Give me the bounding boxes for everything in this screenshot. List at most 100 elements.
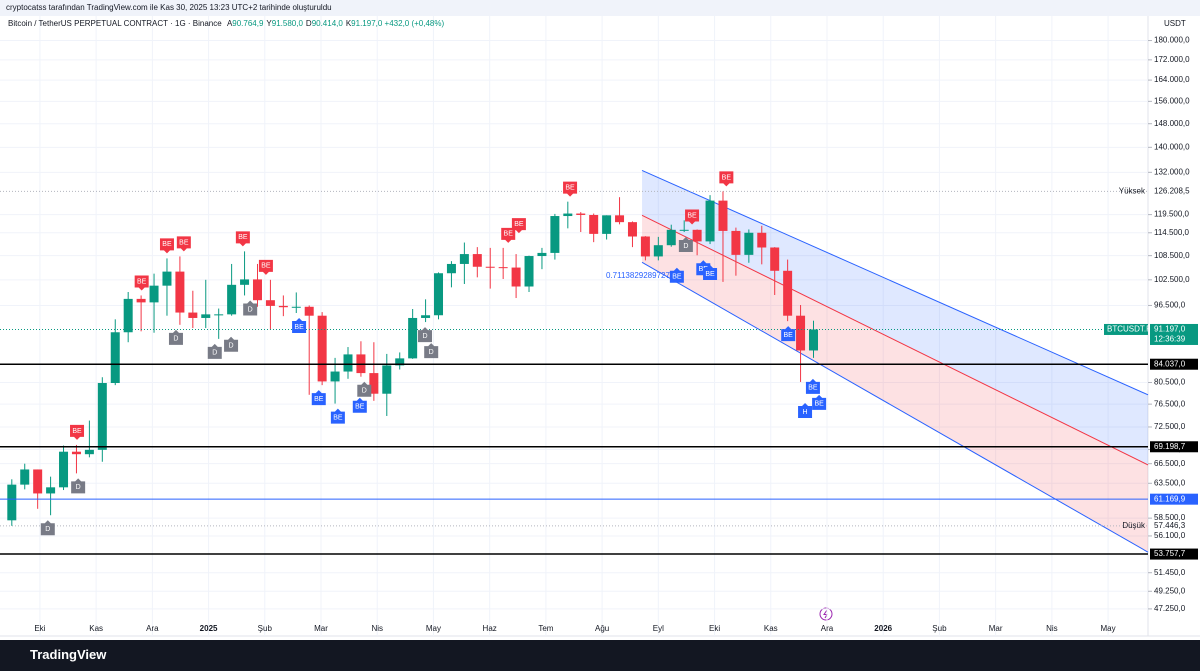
ohlc-key: D <box>305 19 312 28</box>
level-tag <box>1150 548 1198 560</box>
y-tick-label: 172.000,0 <box>1154 55 1190 64</box>
candle-body <box>485 266 495 268</box>
signal-box <box>243 300 258 316</box>
y-tick-label: 58.500,0 <box>1154 513 1186 522</box>
x-tick-label: Mar <box>314 624 328 633</box>
signal-label: BE <box>179 239 189 246</box>
signal-box <box>292 318 307 334</box>
candle-body <box>46 487 56 494</box>
signal-box <box>168 329 183 345</box>
signal-box <box>71 478 86 494</box>
channel-label: 0.7113829289727281 <box>606 271 684 280</box>
y-tick-label: 80.500,0 <box>1154 378 1186 387</box>
x-tick-label: Ağu <box>595 624 609 633</box>
signal-box <box>424 343 439 359</box>
x-tick-label: Mar <box>989 624 1003 633</box>
signal-label: BE <box>705 271 715 278</box>
candle-body <box>240 279 250 285</box>
ohlc-value: 90.764,9 <box>232 19 264 28</box>
x-tick-label: Eki <box>34 624 45 633</box>
candle-body <box>201 314 211 318</box>
candle-body <box>7 484 17 521</box>
channel-line <box>641 214 1149 466</box>
x-tick-label: Nis <box>1046 624 1058 633</box>
ohlc-key: A <box>226 19 233 28</box>
signal-box <box>159 238 174 254</box>
channel-fill-lower <box>642 215 1148 553</box>
candle-body <box>744 232 754 255</box>
candle-body <box>278 305 288 308</box>
event-icon <box>819 607 833 621</box>
ohlc-value: 91.580,0 <box>271 19 303 28</box>
y-tick-label: 66.500,0 <box>1154 459 1186 468</box>
x-tick-label: Eyl <box>653 624 664 633</box>
candle-body <box>123 298 133 333</box>
ohlc: A90.764,9 Y91.580,0 D90.414,0 K91.197,0 <box>224 19 382 28</box>
candle-body <box>252 279 262 301</box>
y-tick-label: 114.500,0 <box>1154 228 1190 237</box>
y-tick-label: 164.000,0 <box>1154 75 1190 84</box>
candle-body <box>408 317 418 359</box>
extreme-label: 57.446,3 <box>1154 521 1186 530</box>
candle-body <box>59 451 69 488</box>
ohlc-key: Y <box>266 19 272 28</box>
candle-body <box>666 229 676 246</box>
attribution: cryptocatss tarafından TradingView.com i… <box>6 3 332 12</box>
y-tick-label: 96.500,0 <box>1154 301 1186 310</box>
signal-label: BE <box>162 241 172 248</box>
channel-fill-upper <box>642 170 1148 465</box>
y-tick-label: 108.500,0 <box>1154 251 1190 260</box>
candle-body <box>796 315 806 351</box>
candle-body <box>705 200 715 242</box>
chart: USDT 180.000,0 172.000,0 164.000,0 156.000,… <box>0 16 1200 637</box>
x-tick-label: May <box>1101 624 1116 633</box>
x-tick-label: Ara <box>146 624 159 633</box>
x-tick-label: Eki <box>709 624 720 633</box>
signal-box <box>418 327 433 343</box>
signal-label: BE <box>294 324 304 331</box>
y-tick-label: 102.500,0 <box>1154 275 1190 284</box>
level-tag <box>1150 493 1198 505</box>
signal-label: D <box>229 343 234 350</box>
y-tick-label: 49.250,0 <box>1154 586 1186 595</box>
candle-body <box>265 300 275 306</box>
candle-body <box>679 229 689 231</box>
candle-body <box>149 285 159 303</box>
last-price-label: 91.197,0 <box>1154 325 1186 334</box>
y-tick-label: 180.000,0 <box>1154 36 1190 45</box>
signal-box <box>134 275 149 291</box>
x-tick-label: Haz <box>483 624 497 633</box>
y-tick-label: 51.450,0 <box>1154 568 1186 577</box>
x-tick-label: Ara <box>821 624 834 633</box>
candle-body <box>692 229 702 242</box>
ohlc-value: 91.197,0 <box>351 19 383 28</box>
x-tick-label: 2025 <box>200 624 218 633</box>
signal-label: BE <box>72 428 82 435</box>
signal-label: BE <box>722 174 732 181</box>
signal-label: BE <box>333 414 343 421</box>
candle-body <box>33 469 43 494</box>
change: +432,0 (+0,48%) <box>384 19 445 28</box>
candle-body <box>369 373 379 394</box>
signal-box <box>224 336 239 352</box>
channel-line <box>641 261 1149 553</box>
candle-body <box>162 271 172 286</box>
level-tag <box>1150 441 1198 453</box>
symbol: Bitcoin / TetherUS PERPETUAL CONTRACT · … <box>8 19 222 28</box>
signal-label: BE <box>314 396 324 403</box>
x-tick-label: Nis <box>371 624 383 633</box>
y-tick-label: 140.000,0 <box>1154 142 1190 151</box>
y-tick-label: 119.500,0 <box>1154 210 1190 219</box>
candle-body <box>421 315 431 318</box>
x-tick-label: Kas <box>764 624 778 633</box>
signal-box <box>357 381 372 397</box>
signal-label: D <box>248 306 253 313</box>
signal-label: D <box>422 333 427 340</box>
signal-box <box>805 378 820 394</box>
signal-label: H <box>803 409 808 416</box>
signal-box <box>501 227 516 243</box>
candle-body <box>97 383 107 450</box>
currency-label: USDT <box>1164 19 1186 28</box>
candle-body <box>343 354 353 372</box>
